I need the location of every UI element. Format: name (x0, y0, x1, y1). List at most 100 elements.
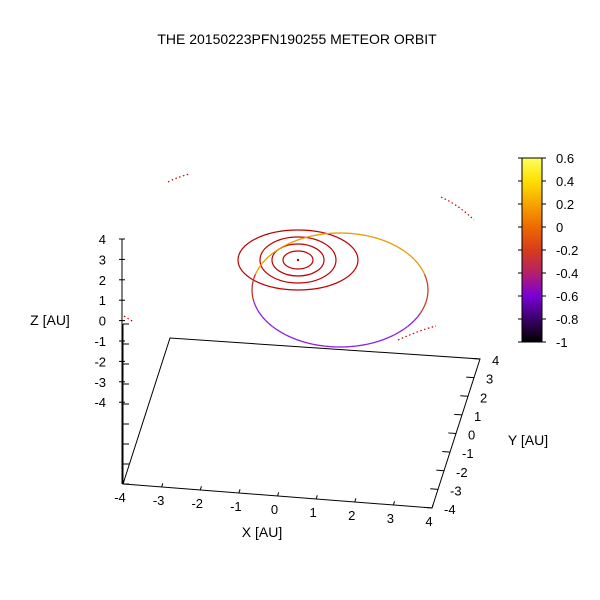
x-tick-label: -2 (191, 496, 203, 511)
colorbar-tick-label: 0 (556, 220, 563, 235)
meteor-orbit-segment (252, 297, 255, 303)
meteor-orbit-segment (410, 319, 416, 324)
meteor-orbit-segment (306, 342, 313, 345)
meteor-orbit-segment (261, 259, 266, 264)
meteor-orbit-segment (268, 252, 274, 257)
z-tick-label: -1 (94, 334, 106, 349)
x-tick-label: 0 (271, 502, 278, 517)
x-tick (392, 501, 396, 506)
meteor-orbit-segment (264, 319, 270, 324)
x-tick-label: 4 (425, 514, 432, 529)
meteor-orbit-segment (383, 336, 390, 340)
y-tick (472, 357, 481, 360)
meteor-orbit-segment (349, 232, 356, 235)
z-tick-label: -4 (94, 395, 106, 410)
meteor-orbit-segment (251, 281, 254, 287)
meteor-orbit-segment (285, 242, 292, 246)
meteor-orbit-segment (276, 247, 282, 251)
y-tick (460, 395, 469, 397)
meteor-orbit-segment (259, 262, 263, 268)
meteor-orbit-segment (259, 312, 263, 318)
meteor-orbit-segment (256, 266, 261, 271)
x-tick (354, 498, 357, 503)
meteor-orbit-segment (402, 326, 408, 331)
jupiter-orbit-arc (167, 173, 191, 183)
y-tick (448, 432, 457, 434)
meteor-orbit-segment (261, 316, 266, 321)
meteor-orbit-segment (272, 326, 278, 331)
meteor-orbit-segment (312, 343, 319, 346)
meteor-orbit-segment (419, 309, 424, 314)
x-tick (277, 492, 280, 497)
meteor-orbit-segment (295, 338, 302, 342)
meteor-orbit-segment (301, 236, 308, 240)
z-tick-label: 3 (99, 252, 106, 267)
jupiter-orbit-arc (123, 315, 135, 323)
meteor-orbit-segment (393, 244, 400, 249)
meteor-orbit-segment (290, 240, 297, 244)
chart-title: THE 20150223PFN190255 METEOR ORBIT (157, 31, 437, 47)
meteor-orbit-segment (301, 340, 308, 344)
meteor-orbit-segment (276, 329, 282, 333)
z-tick-label: -3 (94, 375, 106, 390)
meteor-orbit-segment (426, 281, 429, 287)
x-tick (431, 504, 434, 509)
meteor-orbit-segment (268, 323, 274, 328)
meteor-orbit-segment (253, 301, 257, 306)
meteor-orbit-segment (372, 236, 379, 240)
jupiter-orbit-arc (440, 196, 475, 221)
meteor-orbit-segment (285, 334, 292, 338)
y-tick (436, 469, 445, 472)
meteor-orbit-segment (414, 316, 419, 321)
meteor-orbit-segment (388, 334, 395, 338)
orbit-lines (123, 173, 475, 348)
meteor-orbit-segment (253, 274, 257, 279)
y-tick-label: 1 (474, 409, 481, 424)
y-tick-label: 2 (480, 390, 487, 405)
meteor-orbit-segment (355, 233, 362, 236)
colorbar-tick-label: -0.4 (556, 266, 578, 281)
planet-orbit (237, 229, 359, 291)
z-tick-label: 1 (99, 293, 106, 308)
x-tick (199, 486, 202, 491)
meteor-orbit-segment (272, 249, 278, 254)
y-tick-label: 3 (486, 372, 493, 387)
meteor-orbit-segment (423, 274, 427, 279)
meteor-orbit-segment (361, 343, 368, 346)
meteor-orbit-segment (355, 344, 362, 347)
y-tick (466, 376, 475, 379)
meteor-orbit-segment (254, 270, 258, 275)
colorbar-tick-label: -0.8 (556, 312, 578, 327)
meteor-orbit-segment (318, 344, 325, 347)
planet-orbit (282, 250, 314, 270)
colorbar-tick-label: 0.4 (556, 174, 574, 189)
y-tick-label: -1 (462, 446, 474, 461)
meteor-orbit-segment (417, 262, 421, 268)
meteor-orbit-segment (251, 293, 254, 299)
meteor-orbit-segment (425, 297, 428, 303)
meteor-orbit-segment (264, 256, 270, 261)
meteor-orbit-segment (422, 270, 426, 275)
x-tick-label: 1 (310, 505, 317, 520)
y-tick (442, 451, 451, 453)
x-tick (122, 480, 125, 485)
meteor-orbit-segment (252, 277, 255, 283)
meteor-orbit-segment (423, 301, 427, 306)
x-tick (238, 489, 241, 494)
colorbar-tick-label: 0.6 (556, 151, 574, 166)
meteor-orbit-segment (367, 235, 374, 238)
x-tick-label: 2 (348, 508, 355, 523)
colorbar-tick-label: -1 (556, 335, 568, 350)
y-tick-label: -3 (450, 483, 462, 498)
meteor-orbit-segment (256, 309, 261, 314)
z-tick-label: 0 (99, 314, 106, 329)
z-tick-label: 4 (99, 232, 106, 247)
meteor-orbit-segment (349, 345, 356, 348)
y-tick (454, 413, 463, 416)
z-axis-label: Z [AU] (30, 312, 70, 328)
meteor-orbit-segment (398, 247, 404, 251)
meteor-orbit-segment (419, 266, 424, 271)
z-tick-label: -2 (94, 354, 106, 369)
planet-orbit (259, 236, 337, 284)
